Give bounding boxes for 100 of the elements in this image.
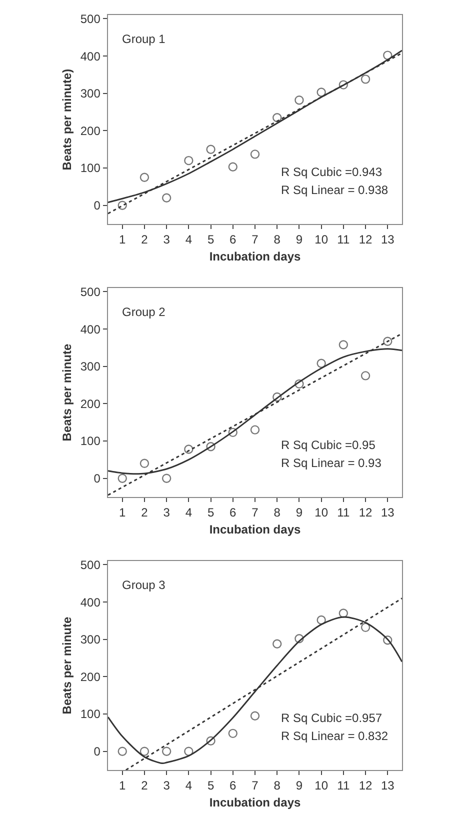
point	[294, 634, 304, 644]
x-tick-label: 10	[314, 232, 328, 247]
point	[206, 442, 216, 452]
y-tick-label: 0	[94, 198, 101, 213]
x-tick-label: 10	[314, 506, 328, 520]
y-tick-label: 0	[94, 472, 101, 486]
point	[184, 156, 194, 166]
annotation: R Sq Linear = 0.93	[281, 456, 382, 470]
point	[162, 474, 172, 483]
point	[184, 746, 194, 756]
y-tick-label: 500	[80, 12, 101, 26]
x-tick-label: 6	[230, 778, 237, 793]
x-tick-label: 4	[185, 232, 192, 247]
point	[383, 50, 392, 60]
x-tick-label: 12	[358, 506, 373, 520]
x-tick-label: 1	[119, 506, 126, 520]
annotation: R Sq Linear = 0.832	[281, 729, 388, 743]
annotation: R Sq Linear = 0.938	[281, 183, 388, 197]
x-tick-label: 1	[119, 778, 126, 793]
x-tick-label: 2	[141, 506, 148, 520]
x-tick-label: 1	[119, 232, 126, 247]
point	[184, 444, 194, 454]
x-tick-label: 13	[380, 506, 395, 520]
point	[272, 113, 282, 122]
x-axis-title: Incubation days	[209, 249, 301, 264]
x-tick-label: 10	[314, 778, 328, 793]
x-tick-label: 11	[337, 778, 350, 793]
point	[272, 392, 282, 402]
x-tick-label: 4	[185, 506, 192, 520]
y-axis-title: Beats per minute	[60, 616, 74, 714]
point	[118, 200, 127, 210]
point	[360, 371, 370, 380]
point	[360, 622, 370, 632]
x-tick-label: 7	[252, 506, 259, 520]
x-tick-label: 9	[296, 778, 303, 793]
annotation: Group 2	[122, 305, 166, 319]
y-tick-label: 200	[80, 396, 101, 411]
point	[206, 144, 216, 154]
x-tick-label: 11	[337, 232, 350, 247]
annotation: R Sq Cubic =0.943	[281, 165, 382, 179]
point	[162, 746, 172, 756]
x-tick-label: 4	[185, 778, 192, 793]
x-tick-label: 2	[141, 778, 148, 793]
annotation: Group 3	[122, 578, 166, 592]
y-tick-label: 300	[80, 632, 101, 647]
x-tick-label: 5	[207, 506, 214, 520]
point	[250, 711, 260, 720]
annotation: R Sq Cubic =0.95	[281, 438, 376, 452]
point	[228, 728, 238, 738]
x-tick-label: 3	[163, 778, 170, 793]
y-tick-label: 500	[80, 284, 101, 299]
point	[360, 74, 370, 84]
point	[272, 639, 282, 648]
point	[250, 150, 260, 159]
point	[206, 736, 216, 746]
point	[140, 458, 150, 468]
x-tick-label: 13	[380, 232, 395, 247]
x-tick-label: 13	[380, 778, 395, 793]
x-tick-label: 12	[358, 232, 373, 247]
x-tick-label: 9	[296, 506, 303, 520]
point	[316, 88, 326, 97]
y-tick-label: 300	[80, 360, 101, 374]
y-tick-label: 0	[94, 744, 101, 759]
y-tick-label: 100	[80, 434, 101, 448]
annotation: R Sq Cubic =0.957	[281, 711, 382, 725]
x-tick-label: 6	[230, 232, 237, 247]
y-tick-label: 200	[80, 670, 101, 684]
x-tick-label: 7	[252, 232, 259, 247]
point	[250, 425, 260, 434]
y-tick-label: 500	[80, 558, 101, 572]
point	[118, 746, 127, 756]
point	[338, 340, 348, 350]
point	[383, 636, 392, 645]
x-tick-label: 2	[141, 232, 148, 247]
point	[228, 428, 238, 438]
x-tick-label: 8	[274, 232, 281, 247]
point	[140, 746, 150, 756]
point	[162, 193, 172, 202]
x-tick-label: 5	[207, 778, 214, 793]
x-tick-label: 8	[274, 506, 281, 520]
point	[316, 615, 326, 625]
annotation: Group 1	[122, 32, 166, 46]
y-tick-label: 400	[80, 322, 101, 336]
y-tick-label: 100	[80, 161, 101, 176]
y-tick-label: 300	[80, 86, 101, 101]
x-tick-label: 12	[358, 778, 373, 793]
x-tick-label: 6	[230, 506, 237, 520]
y-tick-label: 400	[80, 595, 101, 610]
x-tick-label: 9	[296, 232, 303, 247]
point	[140, 172, 150, 182]
x-tick-label: 11	[337, 506, 350, 520]
x-tick-label: 7	[252, 778, 259, 793]
y-tick-label: 100	[80, 707, 101, 722]
point	[338, 80, 348, 90]
point	[118, 474, 127, 483]
x-tick-label: 5	[207, 232, 214, 247]
y-axis-title: Beats per minute	[60, 343, 74, 442]
x-tick-label: 8	[274, 778, 281, 793]
y-tick-label: 400	[80, 49, 101, 64]
point	[294, 95, 304, 105]
